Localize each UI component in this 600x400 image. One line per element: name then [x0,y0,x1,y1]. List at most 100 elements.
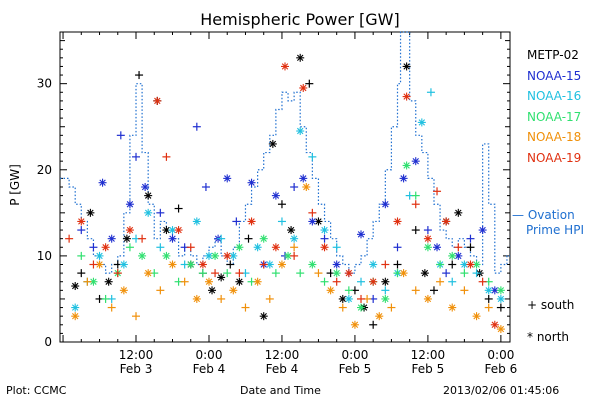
north-point-noaa-15 [299,174,308,183]
south-point-noaa-15 [116,131,125,140]
south-point-noaa-19 [186,243,195,252]
south-point-noaa-18 [132,312,141,321]
north-point-noaa-19 [223,251,232,260]
north-point-noaa-15 [107,234,116,243]
x-tick-date: Feb 5 [339,362,372,376]
north-point-metp-02 [287,226,296,235]
asterisk-icon: * [527,330,533,344]
north-point-noaa-18 [168,260,177,269]
x-axis-label: Date and Time [240,384,321,397]
legend-entry-noaa-18: NOAA-18 [527,130,582,144]
x-tick-date: Feb 6 [485,362,518,376]
north-point-noaa-16 [369,260,378,269]
north-label: north [536,330,570,344]
north-point-noaa-15 [247,178,256,187]
north-point-noaa-19 [490,320,499,329]
north-point-noaa-16 [119,260,128,269]
north-point-noaa-18 [253,277,262,286]
south-point-noaa-17 [296,269,305,278]
north-point-noaa-16 [71,303,80,312]
legend-entry-metp-02: METP-02 [527,48,579,62]
north-point-noaa-16 [144,208,153,217]
north-point-noaa-17 [332,269,341,278]
north-point-noaa-15 [478,226,487,235]
north-point-noaa-17 [235,243,244,252]
south-point-noaa-15 [466,234,475,243]
south-point-noaa-15 [201,183,210,191]
south-point-noaa-15 [442,269,451,278]
chart-title: Hemispheric Power [GW] [200,10,400,29]
north-point-noaa-15 [271,191,280,200]
north-point-noaa-19 [369,277,378,286]
north-point-noaa-15 [308,217,317,226]
north-point-noaa-18 [119,286,128,295]
north-point-noaa-18 [71,312,80,321]
north-point-noaa-15 [141,183,150,191]
south-point-noaa-16 [472,269,481,278]
y-tick-label: 0 [44,335,52,349]
south-point-noaa-17 [436,260,445,269]
legend-entry-noaa-15: NOAA-15 [527,68,582,83]
south-point-metp-02 [135,71,144,80]
south-point-noaa-18 [484,303,493,312]
south-point-noaa-19 [65,234,74,243]
south-point-noaa-15 [320,234,329,243]
north-point-noaa-19 [125,226,134,235]
y-tick-label: 20 [37,163,52,177]
north-point-metp-02 [381,277,390,286]
south-point-metp-02 [174,204,183,213]
north-point-metp-02 [296,53,305,62]
north-point-noaa-17 [496,286,505,295]
y-tick-label: 10 [37,249,52,263]
south-point-noaa-15 [393,243,402,252]
north-point-noaa-19 [198,260,207,269]
legend: METP-02 NOAA-15 NOAA-16 NOAA-17 NOAA-18 … [527,45,581,168]
south-point-noaa-18 [314,269,323,278]
south-point-noaa-15 [156,208,165,217]
north-point-noaa-19 [299,83,308,92]
north-point-noaa-18 [229,286,238,295]
north-point-noaa-19 [320,243,329,252]
north-point-noaa-16 [296,127,305,136]
north-point-noaa-16 [496,294,505,303]
north-point-noaa-18 [399,269,408,278]
south-point-noaa-16 [357,277,366,286]
south-point-noaa-16 [156,243,165,252]
south-point-noaa-17 [344,286,353,295]
south-point-noaa-16 [426,88,435,97]
north-point-noaa-18 [496,325,505,334]
south-point-noaa-15 [290,183,299,191]
north-point-noaa-17 [186,260,195,269]
north-point-noaa-15 [332,260,341,269]
north-point-noaa-17 [308,260,317,269]
north-point-noaa-18 [375,312,384,321]
south-point-noaa-18 [265,294,274,303]
x-tick-label: 12:00 [265,348,300,362]
south-point-noaa-15 [232,217,241,226]
south-point-metp-02 [226,260,235,269]
south-point-metp-02 [277,200,286,209]
ovation-label-2: Prime HPI [526,223,584,237]
south-point-noaa-18 [436,277,445,286]
south-point-noaa-19 [290,251,299,260]
legend-entry-noaa-16: NOAA-16 [527,89,582,103]
north-point-noaa-19 [442,217,451,226]
south-point-noaa-17 [271,269,280,278]
north-point-metp-02 [122,234,131,243]
south-point-metp-02 [484,294,493,303]
south-point-noaa-19 [162,152,171,161]
south-point-metp-02 [496,303,505,312]
north-point-noaa-15 [168,234,177,243]
south-point-metp-02 [448,260,457,269]
north-point-noaa-19 [153,96,162,105]
north-point-metp-02 [104,277,113,286]
south-point-noaa-17 [101,294,110,303]
north-point-noaa-18 [144,269,153,278]
south-point-noaa-16 [217,234,226,243]
south-point-noaa-19 [332,277,341,286]
south-point-noaa-17 [411,191,420,200]
north-point-metp-02 [86,208,95,217]
north-point-noaa-16 [290,234,299,243]
north-point-noaa-16 [95,251,104,260]
north-point-noaa-17 [381,294,390,303]
